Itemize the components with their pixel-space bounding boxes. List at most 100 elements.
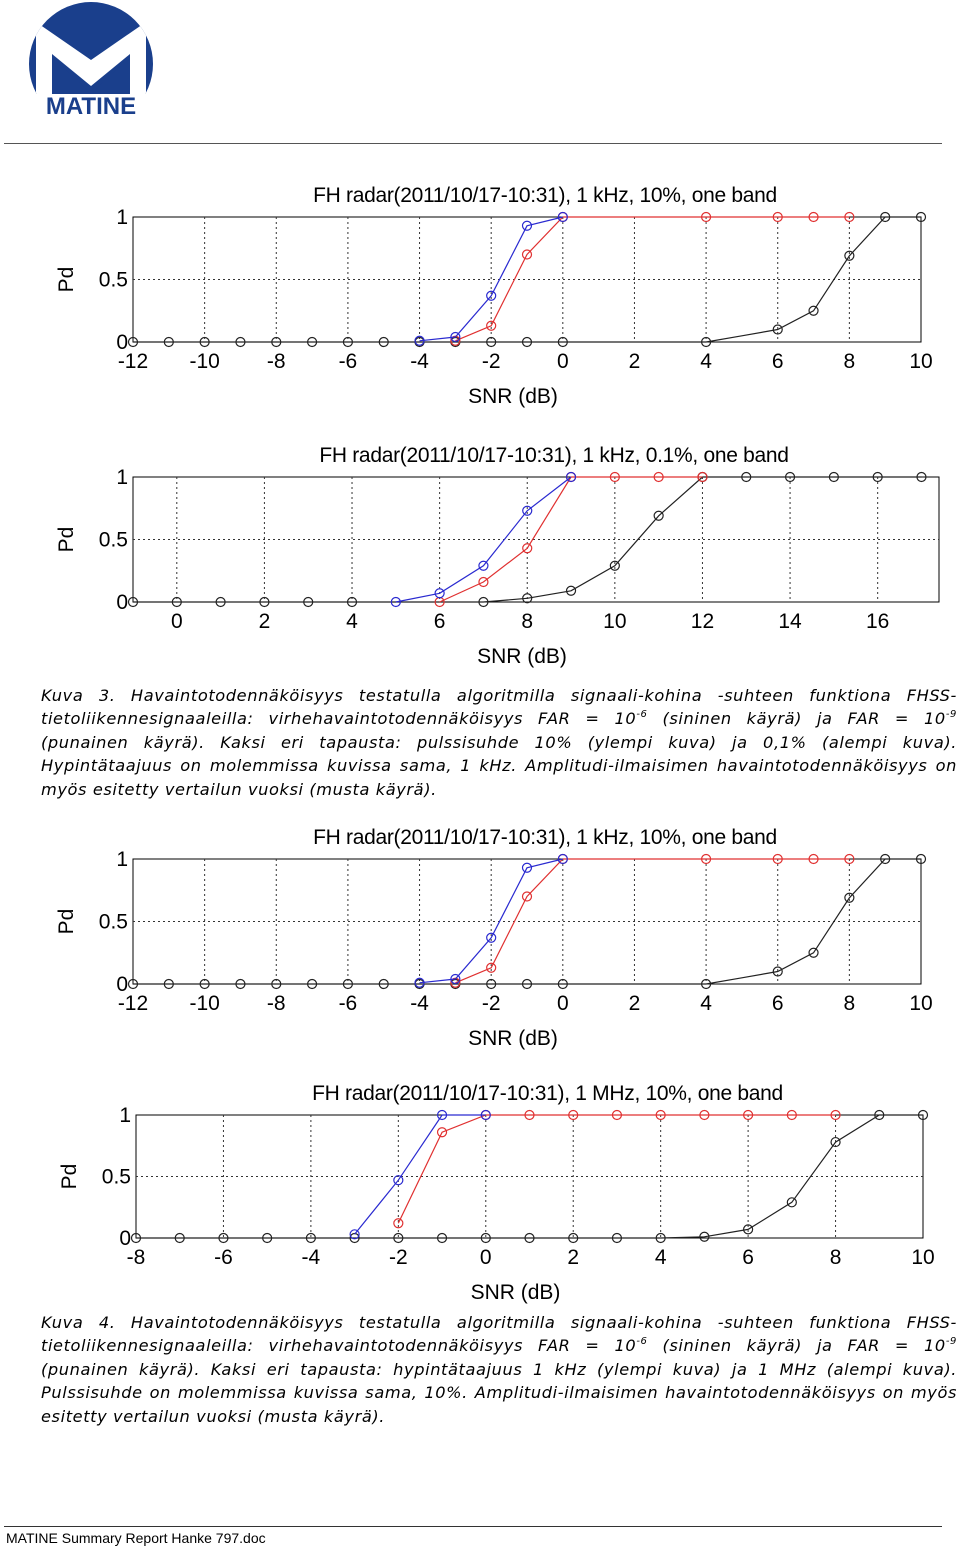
data-point-black bbox=[259, 596, 270, 608]
series-line-blue bbox=[354, 1114, 486, 1235]
data-point-blue bbox=[486, 290, 497, 301]
data-point-black bbox=[786, 1197, 797, 1208]
data-point-black bbox=[480, 1232, 491, 1244]
chart-title: FH radar(2011/10/17-10:31), 1 kHz, 10%, … bbox=[313, 184, 777, 207]
x-tick-label: -2 bbox=[389, 1246, 408, 1269]
x-tick-label: 8 bbox=[844, 992, 856, 1015]
x-tick-label: -6 bbox=[214, 1246, 233, 1269]
data-point-blue bbox=[478, 560, 489, 571]
data-point-black bbox=[174, 1232, 185, 1244]
data-point-black bbox=[880, 211, 891, 223]
data-point-black bbox=[306, 336, 318, 348]
y-tick-label: 0 bbox=[116, 973, 128, 996]
data-point-blue bbox=[557, 211, 568, 223]
x-tick-label: 10 bbox=[909, 350, 932, 373]
data-point-red bbox=[568, 1109, 579, 1121]
data-point-red bbox=[521, 249, 533, 260]
chart-svg: 0 2 4 6 8 10 12 14 16 0 0.5 1 FH radar(2011/10/17-10… bbox=[55, 444, 940, 668]
chart-title: FH radar(2011/10/17-10:31), 1 kHz, 10%, … bbox=[313, 826, 777, 849]
data-point-black bbox=[127, 596, 139, 608]
series-line-red bbox=[455, 216, 850, 342]
data-point-black bbox=[830, 1136, 841, 1148]
data-point-red bbox=[611, 1109, 623, 1121]
x-tick-label: -6 bbox=[339, 992, 358, 1015]
data-point-red bbox=[486, 320, 497, 331]
x-tick-label: 6 bbox=[772, 992, 784, 1015]
data-point-red bbox=[524, 1109, 535, 1121]
data-point-black bbox=[916, 471, 927, 483]
data-point-red bbox=[609, 471, 620, 483]
x-tick-label: -12 bbox=[118, 992, 148, 1015]
chart-title: FH radar(2011/10/17-10:31), 1 kHz, 0.1%,… bbox=[319, 444, 788, 467]
data-point-black bbox=[199, 978, 210, 990]
chart-svg: -8 -6 -4 -2 0 2 4 6 8 10 0 0.5 1 FH radar(2011/10/17-… bbox=[58, 1082, 935, 1304]
series-line-black bbox=[133, 476, 922, 603]
data-point-black bbox=[609, 560, 620, 571]
x-tick-label: -4 bbox=[302, 1246, 321, 1269]
figure-4-chart-bottom: -8 -6 -4 -2 0 2 4 6 8 10 0 0.5 1 FH radar(2011/10/17-… bbox=[40, 1058, 940, 1308]
data-point-black bbox=[557, 336, 568, 348]
data-point-red bbox=[844, 211, 855, 223]
data-point-black bbox=[235, 978, 246, 990]
x-tick-label: -6 bbox=[339, 350, 358, 373]
data-point-black bbox=[784, 471, 796, 483]
data-point-black bbox=[130, 1232, 142, 1244]
data-point-red bbox=[522, 543, 533, 554]
data-point-blue bbox=[393, 1175, 404, 1186]
figure-4-caption: Kuva 4. Havaintotodennäköisyys testatull… bbox=[41, 1313, 958, 1426]
data-point-black bbox=[436, 1232, 448, 1244]
data-point-black bbox=[378, 336, 389, 348]
figure-3-caption: Kuva 3. Havaintotodennäköisyys testatull… bbox=[41, 686, 958, 799]
x-tick-label: -2 bbox=[482, 992, 501, 1015]
data-point-black bbox=[524, 1232, 535, 1244]
data-point-black bbox=[808, 305, 819, 316]
data-point-black bbox=[218, 1232, 229, 1244]
chart-title: FH radar(2011/10/17-10:31), 1 MHz, 10%, … bbox=[312, 1082, 783, 1105]
x-tick-label: 14 bbox=[778, 610, 802, 633]
data-point-black bbox=[171, 596, 182, 608]
data-point-blue bbox=[390, 596, 401, 608]
data-point-red bbox=[772, 211, 783, 223]
y-tick-label: 1 bbox=[116, 206, 128, 229]
data-point-blue bbox=[557, 853, 568, 865]
x-tick-label: 4 bbox=[700, 350, 712, 373]
x-tick-label: 6 bbox=[772, 350, 784, 373]
data-point-black bbox=[557, 978, 568, 990]
data-point-black bbox=[743, 1224, 754, 1235]
data-point-black bbox=[522, 593, 533, 604]
y-tick-label: 0.5 bbox=[102, 1166, 131, 1189]
data-point-black bbox=[917, 1109, 929, 1121]
data-point-black bbox=[844, 892, 855, 903]
data-point-red bbox=[808, 211, 819, 223]
data-point-black bbox=[271, 978, 282, 990]
data-point-black bbox=[215, 596, 226, 608]
x-tick-label: 4 bbox=[700, 992, 712, 1015]
data-point-black bbox=[655, 1232, 666, 1244]
data-point-red bbox=[697, 471, 708, 483]
data-point-blue bbox=[521, 220, 533, 231]
x-tick-label: 10 bbox=[911, 1246, 934, 1269]
data-point-blue bbox=[414, 335, 425, 346]
x-tick-label: 10 bbox=[603, 610, 626, 633]
data-point-blue bbox=[486, 932, 497, 943]
data-point-black bbox=[127, 336, 139, 348]
x-tick-label: 2 bbox=[567, 1246, 579, 1269]
x-tick-label: 6 bbox=[434, 610, 446, 633]
data-point-blue bbox=[521, 862, 533, 873]
series-line-black bbox=[136, 1114, 923, 1239]
x-tick-label: -2 bbox=[482, 350, 501, 373]
x-tick-label: 16 bbox=[866, 610, 889, 633]
x-tick-label: 8 bbox=[830, 1246, 842, 1269]
x-tick-label: 2 bbox=[259, 610, 271, 633]
data-point-blue bbox=[434, 588, 445, 599]
series-line-red bbox=[455, 858, 850, 984]
data-point-black bbox=[305, 1232, 316, 1244]
data-point-black bbox=[163, 336, 174, 348]
data-point-red bbox=[699, 1109, 710, 1121]
x-axis-label: SNR (dB) bbox=[471, 1281, 561, 1304]
data-point-black bbox=[565, 585, 577, 596]
x-tick-label: 4 bbox=[655, 1246, 667, 1269]
data-point-blue bbox=[565, 471, 577, 483]
data-point-black bbox=[199, 336, 210, 348]
x-tick-label: 8 bbox=[844, 350, 856, 373]
